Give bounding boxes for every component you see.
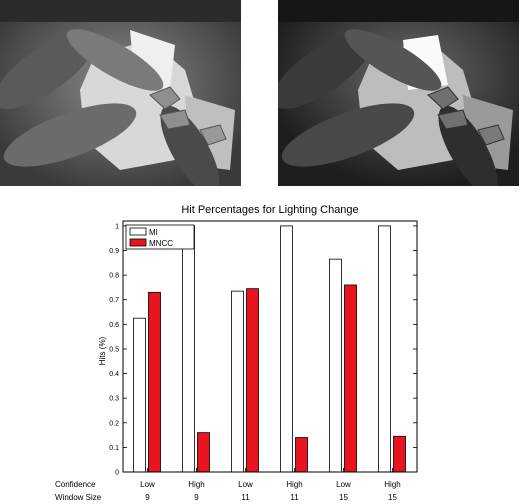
y-tick-label-9: 0.9 bbox=[109, 248, 119, 255]
bar-mncc-0 bbox=[148, 291, 161, 473]
chart-title: Hit Percentages for Lighting Change bbox=[181, 204, 358, 216]
x-tick-window-4: 15 bbox=[339, 493, 348, 502]
plot-frame bbox=[122, 220, 418, 473]
y-tick-label-2: 0.2 bbox=[109, 420, 119, 427]
x-tick-confidence-2: Low bbox=[238, 480, 253, 489]
bar-mi-1 bbox=[182, 225, 195, 473]
x-tick-confidence-1: High bbox=[188, 480, 204, 489]
bar-mi-4 bbox=[329, 258, 342, 473]
y-tick-label-10: 1 bbox=[115, 223, 119, 230]
photo-lighting-changed bbox=[278, 0, 519, 186]
x-tick-window-0: 9 bbox=[145, 493, 150, 502]
x-row-label-1: Window Size bbox=[55, 493, 102, 502]
y-tick-label-1: 0.1 bbox=[109, 445, 119, 452]
y-tick-label-4: 0.4 bbox=[109, 371, 119, 378]
legend: MI MNCC bbox=[125, 224, 195, 250]
legend-label-mi: MI bbox=[149, 228, 158, 237]
bar-mncc-4 bbox=[344, 284, 357, 473]
y-tick-label-5: 0.5 bbox=[109, 346, 119, 353]
x-tick-window-2: 11 bbox=[241, 493, 250, 502]
x-tick-window-5: 15 bbox=[388, 493, 397, 502]
x-tick-confidence-3: High bbox=[286, 480, 302, 489]
bar-mi-3 bbox=[280, 225, 293, 473]
legend-swatch-mncc bbox=[129, 238, 147, 247]
y-tick-label-6: 0.6 bbox=[109, 322, 119, 329]
x-tick-window-3: 11 bbox=[290, 493, 299, 502]
hit-percentage-chart: Hit Percentages for Lighting Change Hits… bbox=[55, 204, 418, 502]
bar-mi-5 bbox=[378, 225, 391, 473]
x-tick-confidence-4: Low bbox=[336, 480, 351, 489]
y-tick-label-8: 0.8 bbox=[109, 273, 119, 280]
y-tick-label-0: 0 bbox=[115, 470, 119, 477]
y-tick-label-3: 0.3 bbox=[109, 396, 119, 403]
x-tick-confidence-0: Low bbox=[140, 480, 155, 489]
x-row-label-0: Confidence bbox=[55, 480, 96, 489]
bar-mncc-1 bbox=[197, 432, 210, 473]
x-tick-window-1: 9 bbox=[194, 493, 199, 502]
x-tick-confidence-5: High bbox=[384, 480, 400, 489]
bar-mncc-3 bbox=[295, 437, 308, 473]
legend-label-mncc: MNCC bbox=[149, 239, 173, 248]
bar-mi-2 bbox=[231, 290, 244, 473]
y-tick-label-7: 0.7 bbox=[109, 297, 119, 304]
photo-lighting-original bbox=[0, 0, 241, 186]
bar-mncc-2 bbox=[246, 288, 259, 473]
bar-mncc-5 bbox=[393, 435, 406, 473]
legend-swatch-mi bbox=[129, 227, 147, 236]
bar-mi-0 bbox=[133, 317, 146, 473]
y-axis-label: Hits (%) bbox=[98, 336, 107, 365]
